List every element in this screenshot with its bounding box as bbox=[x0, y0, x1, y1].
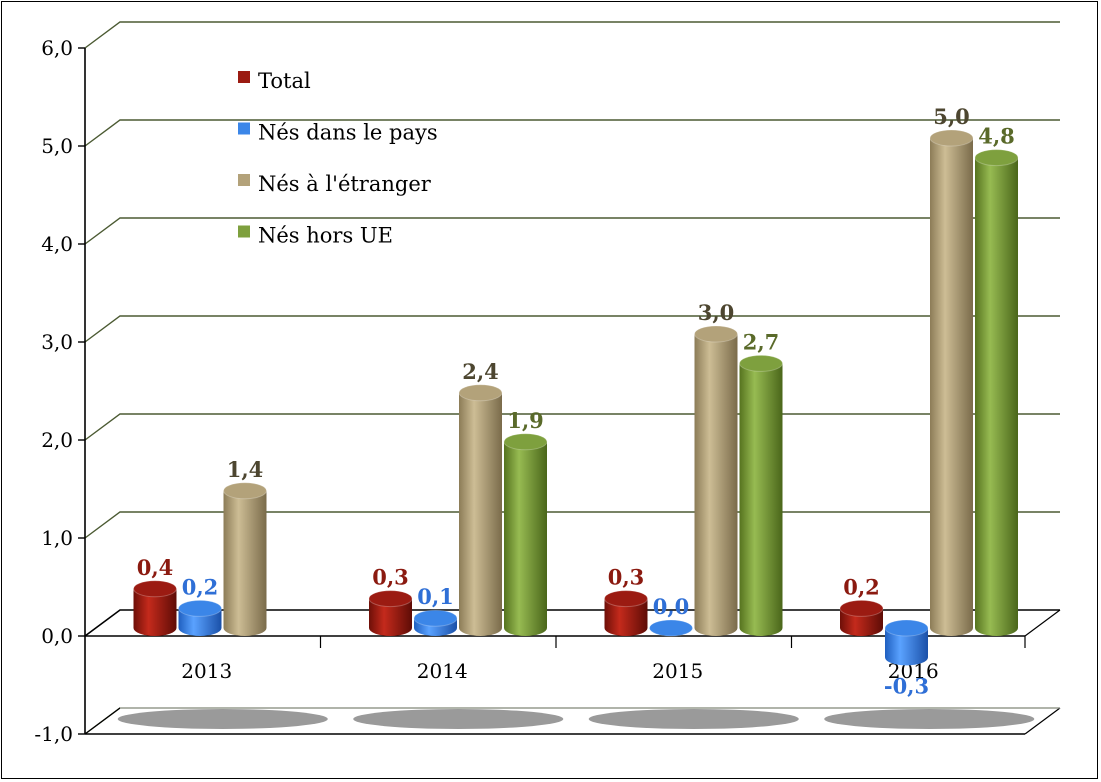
legend: Total Nés dans le pays Nés à l'étranger Nés… bbox=[238, 69, 438, 248]
y-tick-label: -1,0 bbox=[34, 722, 73, 746]
data-label: 2,7 bbox=[743, 329, 780, 354]
gridline bbox=[84, 217, 1060, 245]
bar-body bbox=[459, 392, 502, 636]
bar bbox=[133, 580, 177, 636]
floor-shadow bbox=[117, 709, 328, 729]
bar-top bbox=[604, 590, 648, 608]
bar-top bbox=[839, 599, 884, 617]
data-label: 0,2 bbox=[182, 574, 219, 599]
bar-body bbox=[133, 588, 177, 636]
data-label: 2,4 bbox=[462, 359, 499, 384]
data-label: 1,9 bbox=[507, 408, 544, 433]
bar-top bbox=[929, 129, 974, 147]
bar bbox=[739, 354, 783, 636]
floor-shadow bbox=[824, 709, 1035, 729]
bar-body bbox=[504, 441, 547, 636]
gridline bbox=[84, 413, 1060, 441]
data-label: 4,8 bbox=[978, 124, 1015, 149]
bar bbox=[503, 433, 548, 636]
legend-label: Nés hors UE bbox=[258, 224, 393, 248]
data-label: 0,1 bbox=[417, 584, 454, 609]
bar-top bbox=[884, 619, 929, 637]
bar-top bbox=[458, 384, 503, 402]
bar-body bbox=[694, 334, 738, 636]
gridline bbox=[84, 119, 1060, 147]
data-label: 0,0 bbox=[653, 594, 690, 619]
bar-body bbox=[604, 598, 648, 636]
bar-top bbox=[133, 580, 177, 598]
bar-body bbox=[975, 157, 1018, 636]
bar bbox=[458, 384, 503, 636]
floor-shadow bbox=[353, 709, 564, 729]
data-label: 0,3 bbox=[372, 565, 409, 590]
bar bbox=[839, 599, 884, 636]
bar bbox=[223, 482, 267, 636]
bar bbox=[368, 590, 413, 636]
gridline bbox=[84, 21, 1060, 49]
x-tick-label: 2015 bbox=[652, 659, 703, 683]
labels-layer: 0,4 0,3 0,3 0,2 0,2 0,1 0,0 -0,3 1,4 2,4 3,0 5,0 1,9… bbox=[137, 104, 1015, 698]
data-label: 5,0 bbox=[933, 104, 970, 129]
bar bbox=[974, 149, 1019, 636]
legend-swatch bbox=[238, 174, 250, 186]
data-label: -0,3 bbox=[884, 673, 929, 698]
bar bbox=[413, 609, 458, 636]
y-tick-label: 0,0 bbox=[41, 624, 73, 648]
bars-layer bbox=[133, 129, 1019, 666]
data-label: 1,4 bbox=[227, 457, 264, 482]
gridline bbox=[84, 315, 1060, 343]
bar bbox=[649, 619, 693, 637]
bar-body bbox=[369, 598, 412, 636]
data-label: 0,3 bbox=[608, 565, 645, 590]
bar bbox=[178, 599, 222, 636]
bar-top bbox=[649, 619, 693, 637]
bar-top bbox=[413, 609, 458, 627]
data-label: 0,2 bbox=[843, 574, 880, 599]
y-tick-label: 3,0 bbox=[41, 330, 73, 354]
bar bbox=[929, 129, 974, 636]
floor-left-edge bbox=[84, 707, 121, 735]
legend-swatch bbox=[238, 71, 250, 83]
bar bbox=[694, 325, 738, 636]
data-label: 0,4 bbox=[137, 555, 174, 580]
bar-top bbox=[694, 325, 738, 343]
x-tick-label: 2014 bbox=[417, 659, 468, 683]
legend-swatch bbox=[238, 122, 250, 135]
data-label: 3,0 bbox=[698, 300, 735, 325]
y-tick-label: 1,0 bbox=[41, 526, 73, 550]
y-tick-label: 6,0 bbox=[41, 36, 73, 60]
legend-label: Nés à l'étranger bbox=[258, 172, 432, 196]
bar-top bbox=[178, 599, 222, 617]
bar-body bbox=[930, 138, 973, 636]
y-tick-label: 5,0 bbox=[41, 134, 73, 158]
floor-right-edge bbox=[1024, 707, 1061, 735]
bar-body bbox=[223, 490, 267, 636]
bar bbox=[604, 590, 648, 636]
shadow-layer bbox=[117, 709, 1035, 729]
bar-body bbox=[739, 363, 783, 636]
bar-top bbox=[739, 354, 783, 372]
legend-swatch bbox=[238, 225, 250, 238]
y-tick-label: 4,0 bbox=[41, 232, 73, 256]
floor-shadow bbox=[588, 709, 799, 729]
bar-top bbox=[974, 149, 1019, 167]
legend-label: Total bbox=[258, 69, 311, 93]
legend-label: Nés dans le pays bbox=[258, 121, 438, 145]
bar-top bbox=[503, 433, 548, 451]
bar-top bbox=[368, 590, 413, 608]
bar bbox=[884, 619, 929, 666]
zero-plane-right bbox=[1024, 609, 1061, 637]
x-tick-label: 2013 bbox=[181, 659, 232, 683]
y-tick-label: 2,0 bbox=[41, 428, 73, 452]
bar-top bbox=[223, 482, 267, 500]
bar-body bbox=[885, 628, 928, 666]
